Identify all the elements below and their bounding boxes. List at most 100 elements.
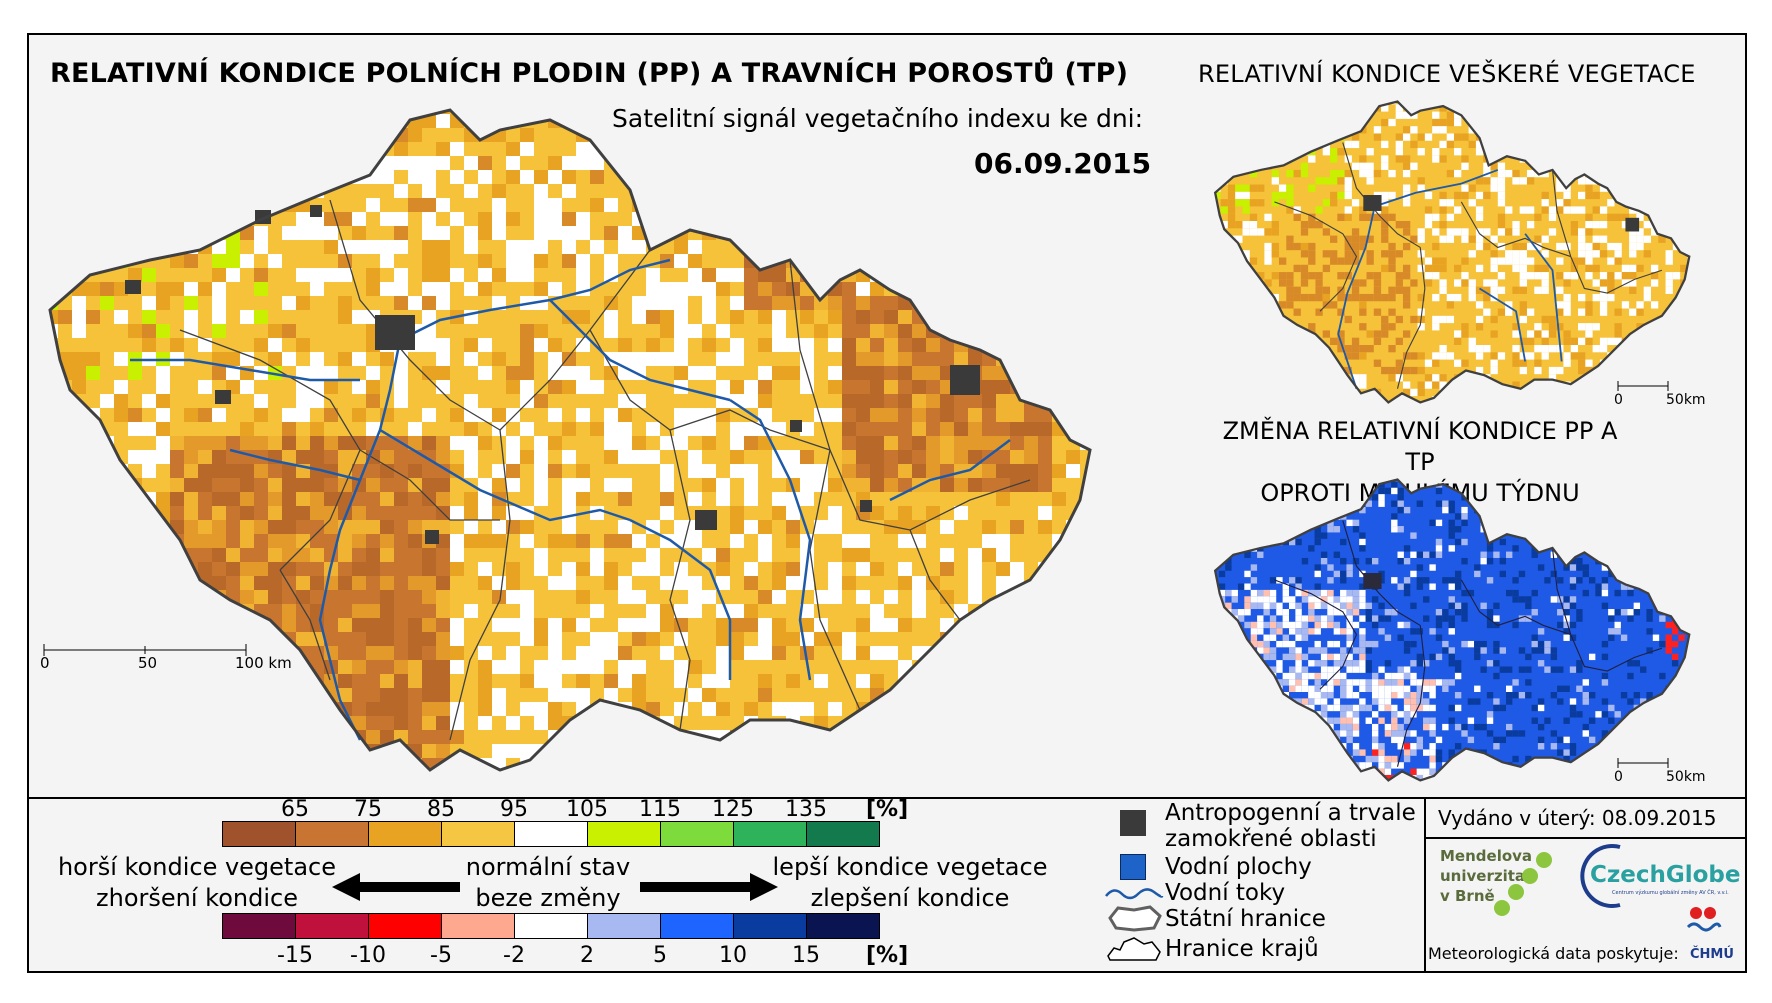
condition-label: 125 xyxy=(712,797,754,822)
change-unit: [%] xyxy=(866,943,909,968)
normal-line2: beze změny xyxy=(475,884,621,912)
change-swatch xyxy=(514,913,588,939)
legend-water: Vodní plochy xyxy=(1165,854,1312,880)
state-border-icon xyxy=(1108,905,1162,932)
change-scalebar: 0 50km xyxy=(1614,758,1706,785)
scale-0: 0 xyxy=(40,654,50,672)
arrow-left-icon xyxy=(332,873,460,901)
issued-date: Vydáno v úterý: 08.09.2015 xyxy=(1438,806,1717,830)
scale-50: 50 xyxy=(138,654,157,672)
change-label: 10 xyxy=(719,943,747,968)
chmu-logo-icon xyxy=(1686,907,1722,932)
vegetation-scalebar: 0 50km xyxy=(1614,381,1706,408)
legend-anthropogenic-line1: Antropogenní a trvale xyxy=(1165,800,1416,826)
change-label: 5 xyxy=(653,943,667,968)
mendel-line1: Mendelova xyxy=(1440,847,1533,865)
change-title-line1: ZMĚNA RELATIVNÍ KONDICE PP A TP xyxy=(1222,417,1618,476)
normal-text: normální stav beze změny xyxy=(448,852,648,914)
change-swatch xyxy=(733,913,807,939)
legend-rivers: Vodní toky xyxy=(1165,880,1286,906)
condition-label: 85 xyxy=(427,797,455,822)
mendel-line2: univerzita xyxy=(1440,867,1526,885)
condition-swatch xyxy=(806,821,880,847)
condition-unit: [%] xyxy=(866,797,909,822)
change-label: -10 xyxy=(350,943,386,968)
worse-line1: horší kondice vegetace xyxy=(57,853,337,881)
main-condition-map: 0 50 100 km xyxy=(40,108,1092,772)
anthropogenic-areas xyxy=(125,205,980,544)
veg-scale-50: 50km xyxy=(1666,392,1706,408)
condition-swatch xyxy=(368,821,442,847)
condition-label: 135 xyxy=(785,797,827,822)
chg-scale-0: 0 xyxy=(1614,769,1623,785)
chmu-logo-text: ČHMÚ xyxy=(1690,947,1734,962)
condition-swatch xyxy=(222,821,296,847)
condition-swatch xyxy=(660,821,734,847)
water-square-icon xyxy=(1120,854,1146,880)
legend-divider xyxy=(27,797,1747,799)
change-label: 2 xyxy=(580,943,594,968)
scale-100: 100 km xyxy=(235,654,292,672)
change-swatch xyxy=(587,913,661,939)
subtitle: Satelitní signál vegetačního indexu ke d… xyxy=(612,104,1144,133)
main-title: RELATIVNÍ KONDICE POLNÍCH PLODIN (PP) A … xyxy=(50,58,1129,89)
anthropogenic-square-icon xyxy=(1120,810,1146,836)
issued-divider xyxy=(1424,837,1747,839)
condition-label: 75 xyxy=(354,797,382,822)
change-map-raster xyxy=(1215,479,1690,781)
change-region-borders xyxy=(1274,520,1663,767)
change-label: -15 xyxy=(277,943,313,968)
mendel-line3: v Brně xyxy=(1440,887,1495,905)
change-label: 15 xyxy=(792,943,820,968)
change-label: -5 xyxy=(430,943,452,968)
main-map-raster xyxy=(50,110,1090,770)
condition-swatch xyxy=(587,821,661,847)
czechglobe-logo: CzechGlobe xyxy=(1590,862,1741,888)
worse-line2: zhoršení kondice xyxy=(96,884,298,912)
main-scalebar: 0 50 100 km xyxy=(40,644,292,672)
vegetation-city-prague xyxy=(1363,195,1382,211)
meteo-credit: Meteorologická data poskytuje: xyxy=(1428,944,1679,963)
change-swatch xyxy=(806,913,880,939)
better-line2: zlepšení kondice xyxy=(810,884,1010,912)
condition-swatch xyxy=(441,821,515,847)
mendel-logo-dots-icon xyxy=(1494,852,1552,916)
chg-scale-50: 50km xyxy=(1666,769,1706,785)
better-line1: lepší kondice vegetace xyxy=(772,853,1048,881)
river-line-icon xyxy=(1105,888,1164,900)
arrow-right-icon xyxy=(640,873,778,901)
change-swatch xyxy=(222,913,296,939)
region-borders xyxy=(179,199,1031,741)
vegetation-title: RELATIVNÍ KONDICE VEŠKERÉ VEGETACE xyxy=(1198,60,1696,88)
legend-state-border: Státní hranice xyxy=(1165,906,1326,932)
change-swatch xyxy=(441,913,515,939)
normal-line1: normální stav xyxy=(465,853,631,881)
condition-swatch xyxy=(295,821,369,847)
czechglobe-subtitle: Centrum výzkumu globální změny AV ČR, v.… xyxy=(1612,890,1729,896)
mendel-logo-text: Mendelova univerzita v Brně xyxy=(1440,846,1532,906)
czechglobe-arc-icon xyxy=(1580,844,1621,908)
issued-box xyxy=(1424,797,1747,973)
worse-text: horší kondice vegetace zhoršení kondice xyxy=(52,852,342,914)
vegetation-rivers xyxy=(1337,169,1563,390)
condition-label: 65 xyxy=(281,797,309,822)
vegetation-map-raster xyxy=(1215,101,1690,403)
better-text: lepší kondice vegetace zlepšení kondice xyxy=(770,852,1050,914)
legend-anthropogenic-line2: zamokřené oblasti xyxy=(1165,826,1377,852)
change-label: -2 xyxy=(503,943,525,968)
condition-label: 115 xyxy=(639,797,681,822)
condition-swatch xyxy=(733,821,807,847)
change-swatch xyxy=(660,913,734,939)
date-label: 06.09.2015 xyxy=(974,147,1152,180)
condition-label: 95 xyxy=(500,797,528,822)
region-border-icon xyxy=(1107,937,1161,961)
vegetation-region-borders xyxy=(1274,142,1663,389)
rivers xyxy=(130,258,1011,741)
vegetation-condition-map xyxy=(1214,100,1691,404)
condition-swatch xyxy=(514,821,588,847)
change-map xyxy=(1214,478,1691,782)
legend-regions: Hranice krajů xyxy=(1165,936,1319,962)
change-swatch xyxy=(368,913,442,939)
legend-anthropogenic: Antropogenní a trvale zamokřené oblasti xyxy=(1165,800,1416,852)
change-city-prague xyxy=(1363,573,1382,589)
